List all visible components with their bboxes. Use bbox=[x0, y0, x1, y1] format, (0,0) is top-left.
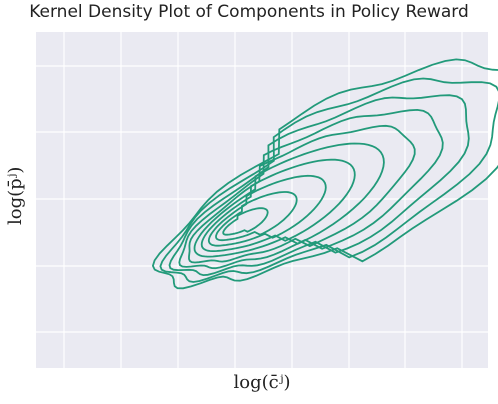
contour-level bbox=[215, 191, 298, 242]
contour-level bbox=[151, 58, 498, 290]
contour-level bbox=[222, 207, 269, 236]
contour-level bbox=[188, 124, 416, 264]
contour-level bbox=[200, 158, 356, 252]
x-axis-label: log(c̄ʲ) bbox=[233, 372, 291, 393]
contour-level bbox=[168, 94, 470, 277]
contour-level bbox=[178, 108, 444, 270]
chart-title: Kernel Density Plot of Components in Pol… bbox=[29, 2, 469, 22]
contour-level bbox=[159, 77, 498, 283]
contour-level bbox=[193, 142, 385, 258]
contour-level bbox=[207, 174, 327, 247]
density-contours bbox=[151, 58, 498, 290]
plot-area bbox=[36, 32, 488, 368]
grid-lines bbox=[36, 32, 488, 368]
y-axis-label: log(p̄ʲ) bbox=[5, 166, 26, 225]
